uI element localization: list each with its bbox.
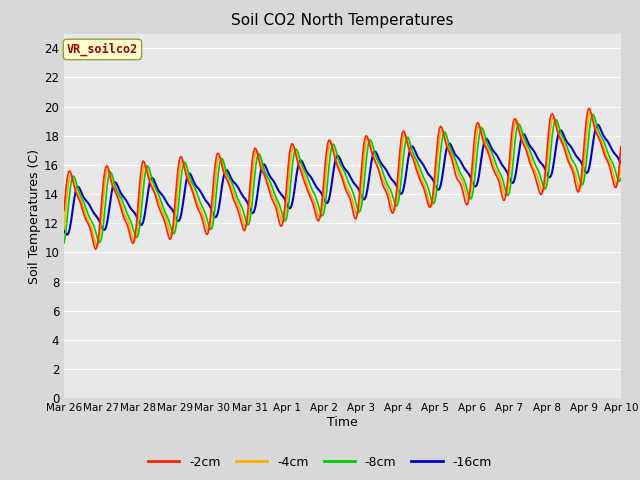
- X-axis label: Time: Time: [327, 416, 358, 429]
- Legend: -2cm, -4cm, -8cm, -16cm: -2cm, -4cm, -8cm, -16cm: [143, 451, 497, 474]
- Text: VR_soilco2: VR_soilco2: [67, 43, 138, 56]
- Y-axis label: Soil Temperatures (C): Soil Temperatures (C): [28, 148, 42, 284]
- Title: Soil CO2 North Temperatures: Soil CO2 North Temperatures: [231, 13, 454, 28]
